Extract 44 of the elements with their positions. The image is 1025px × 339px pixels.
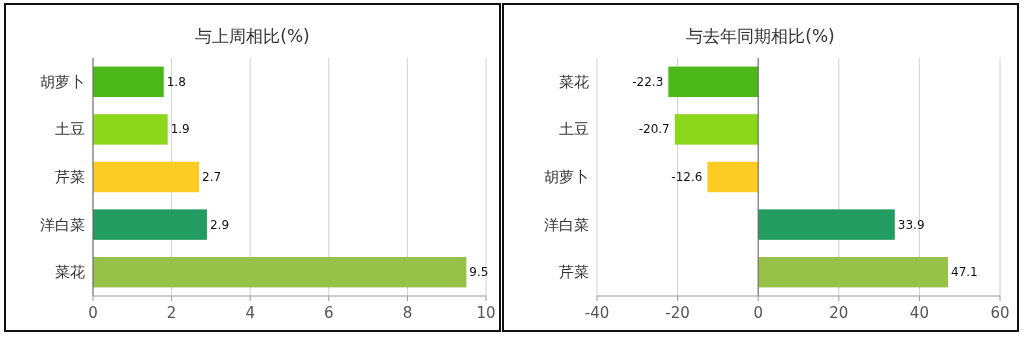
y-tick-label: 洋白菜 [544, 215, 589, 234]
y-tick-label: 胡萝卜 [40, 72, 85, 91]
x-tick-label: 8 [402, 304, 413, 322]
data-label: -20.7 [638, 122, 670, 137]
x-tick-label: 4 [245, 304, 255, 322]
chart-title: 与上周相比(%) [195, 26, 310, 46]
x-tick-label: -40 [584, 304, 610, 322]
x-tick-label: 0 [88, 304, 98, 322]
data-label: -12.6 [671, 170, 703, 184]
x-tick-label: 20 [829, 304, 849, 322]
y-tick-label: 土豆 [559, 120, 589, 139]
x-tick-label: 40 [909, 304, 929, 322]
bar [674, 114, 759, 145]
x-tick-label: 2 [166, 304, 177, 322]
chart-title: 与去年同期相比(%) [686, 26, 835, 46]
y-tick-label: 菜花 [55, 263, 85, 282]
data-label: 2.7 [202, 170, 222, 184]
x-tick-label: 10 [476, 304, 496, 322]
bar [668, 66, 759, 98]
bar [93, 161, 200, 193]
data-label: 1.9 [170, 122, 190, 137]
x-tick-label: 0 [753, 304, 763, 322]
data-label: 2.9 [209, 217, 230, 232]
bar [758, 256, 949, 288]
data-label: 1.8 [166, 74, 186, 89]
bar [93, 256, 467, 288]
bar [93, 66, 164, 98]
y-tick-label: 芹菜 [55, 168, 85, 186]
data-label: -22.3 [632, 74, 664, 89]
bar [93, 114, 168, 145]
y-tick-label: 土豆 [55, 120, 85, 139]
data-label: 33.9 [897, 217, 925, 232]
bar [93, 209, 207, 240]
x-tick-label: -20 [665, 304, 690, 322]
bar [707, 161, 759, 193]
bar [758, 209, 895, 240]
y-tick-label: 菜花 [559, 72, 589, 91]
y-tick-label: 胡萝卜 [544, 168, 589, 186]
x-tick-label: 6 [324, 304, 334, 322]
y-tick-label: 芹菜 [559, 263, 589, 282]
data-label: 9.5 [469, 265, 489, 280]
y-tick-label: 洋白菜 [40, 215, 85, 234]
data-label: 47.1 [951, 265, 978, 280]
x-tick-label: 60 [990, 304, 1010, 322]
